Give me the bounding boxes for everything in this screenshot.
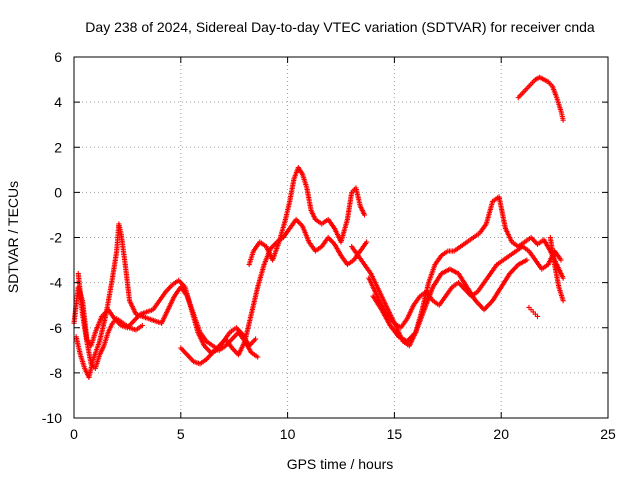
series-track-9 [515, 74, 566, 123]
series-track-8 [370, 257, 530, 344]
y-axis-label: SDTVAR / TECUs [5, 181, 21, 293]
series-track-4 [178, 216, 370, 367]
x-tick-label: 20 [493, 426, 509, 442]
y-tick-label: -6 [50, 320, 63, 336]
x-axis-label: GPS time / hours [287, 456, 394, 472]
grid-layer [74, 57, 608, 418]
x-tick-label: 0 [70, 426, 78, 442]
data-point [560, 117, 566, 123]
data-point [255, 354, 261, 360]
x-tick-label: 10 [280, 426, 296, 442]
y-tick-labels: -10 -8 -6 -4 -2 0 2 4 6 [42, 49, 62, 426]
y-tick-label: -4 [50, 275, 63, 291]
y-tick-label: 2 [54, 139, 62, 155]
series-track-11 [547, 234, 566, 304]
x-tick-label: 25 [600, 426, 616, 442]
y-tick-label: 6 [54, 49, 62, 65]
series-track-5 [246, 164, 368, 268]
points-layer [71, 74, 566, 380]
data-point [364, 239, 370, 245]
series-track-2 [73, 221, 261, 380]
y-tick-label: -10 [42, 410, 62, 426]
y-tick-label: 4 [54, 94, 62, 110]
y-tick-label: -8 [50, 365, 63, 381]
series-track-3 [75, 271, 145, 371]
data-point [361, 212, 368, 218]
data-point [524, 257, 530, 263]
x-tick-labels: 0 5 10 15 20 25 [70, 426, 616, 442]
data-point [560, 298, 566, 304]
data-point [560, 275, 566, 281]
y-tick-label: 0 [54, 184, 62, 200]
chart-title: Day 238 of 2024, Sidereal Day-to-day VTE… [85, 19, 595, 35]
y-tick-label: -2 [50, 230, 63, 246]
data-point [558, 257, 564, 263]
series-track-10 [526, 304, 541, 320]
data-point [252, 336, 259, 342]
ticks-layer [73, 56, 609, 419]
data-point [139, 322, 145, 329]
data-point [534, 313, 541, 320]
x-tick-label: 5 [177, 426, 185, 442]
x-tick-label: 15 [387, 426, 403, 442]
